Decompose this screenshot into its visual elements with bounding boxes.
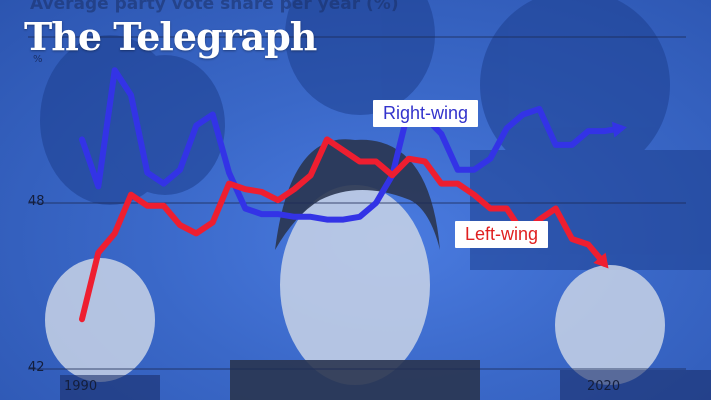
- x-tick-label: 1990: [64, 379, 98, 394]
- y-unit-label: %: [33, 54, 43, 65]
- right-wing-label: Right-wing: [373, 100, 479, 127]
- left-wing-label: Left-wing: [455, 221, 549, 248]
- series-arrowhead-1: [593, 252, 609, 269]
- y-tick-label: 48: [28, 194, 45, 209]
- series-arrowhead-0: [611, 121, 627, 138]
- y-tick-label: 42: [28, 360, 45, 375]
- x-tick-label: 2020: [587, 379, 621, 394]
- telegraph-logo: The Telegraph: [24, 14, 317, 59]
- series-line-0: [79, 67, 624, 223]
- chart-title: Average party vote share per year (%): [30, 0, 399, 14]
